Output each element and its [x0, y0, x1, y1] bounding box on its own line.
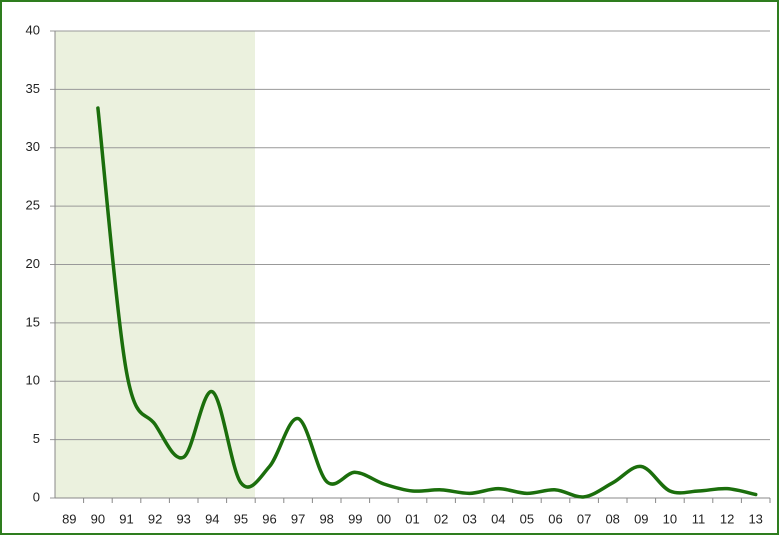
x-tick-label: 90 [91, 511, 105, 526]
x-tick-label: 97 [291, 511, 305, 526]
x-tick-label: 03 [462, 511, 476, 526]
x-tick-label: 91 [119, 511, 133, 526]
y-tick-label: 35 [26, 81, 40, 96]
x-tick-label: 96 [262, 511, 276, 526]
y-tick-label: 40 [26, 22, 40, 37]
x-tick-label: 95 [234, 511, 248, 526]
x-tick-label: 04 [491, 511, 505, 526]
y-tick-label: 25 [26, 198, 40, 213]
x-tick-label: 93 [176, 511, 190, 526]
y-tick-label: 15 [26, 314, 40, 329]
x-tick-label: 00 [377, 511, 391, 526]
y-tick-label: 30 [26, 139, 40, 154]
x-tick-label: 02 [434, 511, 448, 526]
x-tick-label: 05 [520, 511, 534, 526]
y-tick-label: 10 [26, 373, 40, 388]
data-line [96, 106, 758, 499]
x-tick-label: 98 [319, 511, 333, 526]
x-tick-label: 07 [577, 511, 591, 526]
x-tick-label: 99 [348, 511, 362, 526]
x-tick-label: 06 [548, 511, 562, 526]
y-tick-label: 5 [33, 431, 40, 446]
x-tick-label: 09 [634, 511, 648, 526]
x-tick-label: 11 [692, 511, 706, 526]
x-tick-label: 94 [205, 511, 219, 526]
x-tick-label: 13 [748, 511, 762, 526]
x-tick-label: 12 [720, 511, 734, 526]
x-tick-label: 10 [663, 511, 677, 526]
x-tick-label: 08 [605, 511, 619, 526]
x-tick-label: 92 [148, 511, 162, 526]
x-tick-label: 01 [405, 511, 419, 526]
x-tick-label: 89 [62, 511, 76, 526]
y-tick-label: 20 [26, 256, 40, 271]
y-tick-label: 0 [33, 489, 40, 504]
